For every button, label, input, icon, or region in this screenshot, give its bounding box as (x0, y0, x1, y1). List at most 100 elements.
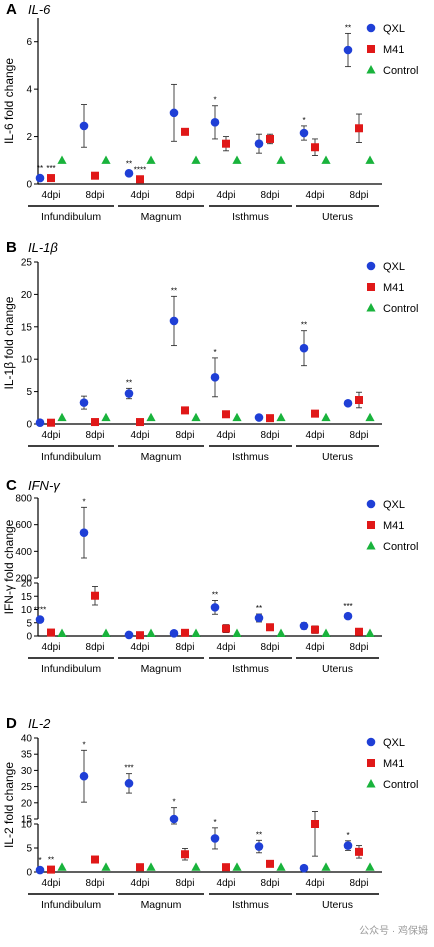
control-point (365, 862, 375, 871)
qxl-point (169, 629, 179, 638)
qxl-point (210, 603, 220, 612)
m41-point (311, 820, 319, 828)
x-tick-label: 4dpi (42, 190, 61, 201)
legend-marker-control (366, 303, 376, 312)
qxl-point (343, 45, 353, 55)
m41-point (136, 863, 144, 872)
group-label: Uterus (322, 663, 353, 675)
legend-entry: M41 (383, 520, 404, 532)
qxl-point (35, 418, 45, 428)
control-point (232, 862, 242, 871)
control-point (191, 155, 201, 164)
y-tick-label: 6 (26, 37, 32, 48)
group-label: Isthmus (232, 451, 269, 463)
x-tick-label: 4dpi (217, 190, 236, 201)
x-tick-label: 4dpi (131, 878, 150, 889)
qxl-point (79, 121, 89, 131)
y-tick-label: 10 (21, 605, 33, 616)
y-tick-label: 40 (21, 734, 33, 745)
x-tick-label: 4dpi (217, 878, 236, 889)
control-point (146, 862, 156, 871)
significance-mark: *** (343, 602, 352, 611)
control-point (57, 155, 67, 164)
x-tick-label: 8dpi (350, 430, 369, 441)
qxl-point (299, 128, 309, 138)
y-tick-label: 0 (26, 420, 32, 431)
control-point (101, 412, 111, 422)
qxl-point (124, 779, 134, 788)
y-tick-label: 200 (15, 574, 32, 585)
x-tick-label: 8dpi (261, 190, 280, 201)
significance-mark: ** (345, 23, 351, 32)
watermark: 公众号 · 鸡保姆 (359, 924, 428, 937)
m41-point (266, 623, 274, 632)
y-tick-label: 10 (21, 355, 33, 366)
m41-point (47, 174, 55, 183)
significance-mark: * (82, 497, 85, 506)
legend-entry: Control (383, 779, 418, 791)
m41-point (355, 627, 363, 636)
group-label: Magnum (141, 451, 182, 463)
panel-letter: D (6, 715, 17, 732)
panel-letter: C (6, 477, 17, 494)
legend-marker-m41 (367, 45, 375, 53)
legend-marker-control (366, 779, 376, 788)
m41-point (355, 847, 363, 856)
y-tick-label: 5 (26, 844, 32, 855)
control-point (365, 412, 375, 422)
x-tick-label: 8dpi (350, 878, 369, 889)
control-point (276, 628, 286, 637)
qxl-point (299, 621, 309, 631)
qxl-point (169, 108, 179, 118)
x-tick-label: 8dpi (86, 878, 105, 889)
y-tick-label: 5 (26, 387, 32, 398)
m41-point (91, 418, 99, 427)
y-tick-label: 400 (15, 547, 32, 558)
m41-point (136, 631, 144, 640)
group-label: Uterus (322, 899, 353, 911)
panel-b: B IL-1β IL-1β fold change 0 5 10 15 20 25 4dpi 8dp… (2, 239, 418, 463)
m41-point (47, 865, 55, 874)
qxl-point (299, 863, 309, 873)
m41-point (136, 418, 144, 427)
y-tick-label: 0 (26, 868, 32, 879)
control-point (321, 412, 331, 422)
y-tick-label: 25 (21, 782, 33, 793)
group-label: Infundibulum (41, 899, 101, 911)
x-tick-label: 8dpi (86, 190, 105, 201)
control-point (191, 412, 201, 422)
group-label: Uterus (322, 211, 353, 223)
qxl-point (169, 316, 179, 326)
control-point (101, 862, 111, 871)
m41-point (222, 139, 230, 148)
panel-title: IL-6 (28, 2, 51, 17)
y-tick-label: 0 (26, 180, 32, 191)
qxl-point (124, 630, 134, 640)
control-point (146, 155, 156, 164)
x-tick-label: 8dpi (176, 878, 195, 889)
legend-entry: QXL (383, 23, 405, 35)
control-point (57, 412, 67, 422)
qxl-point (254, 613, 264, 623)
m41-point (181, 127, 189, 136)
x-tick-label: 8dpi (176, 642, 195, 653)
significance-mark: ** (48, 856, 54, 865)
qxl-point (343, 841, 353, 850)
qxl-point (254, 413, 264, 422)
y-tick-label: 0 (26, 632, 32, 643)
y-tick-label: 25 (21, 258, 33, 269)
control-point (321, 628, 331, 637)
legend-entry: Control (383, 541, 418, 553)
group-label: Isthmus (232, 899, 269, 911)
significance-mark: *** (46, 164, 55, 173)
qxl-point (343, 398, 353, 408)
y-tick-label: 15 (21, 592, 33, 603)
qxl-point (169, 814, 179, 824)
m41-point (181, 628, 189, 637)
control-point (191, 628, 201, 637)
panel-letter: A (6, 1, 17, 18)
y-tick-label: 15 (21, 815, 33, 826)
m41-point (91, 171, 99, 180)
m41-point (311, 409, 319, 418)
qxl-point (254, 842, 264, 851)
